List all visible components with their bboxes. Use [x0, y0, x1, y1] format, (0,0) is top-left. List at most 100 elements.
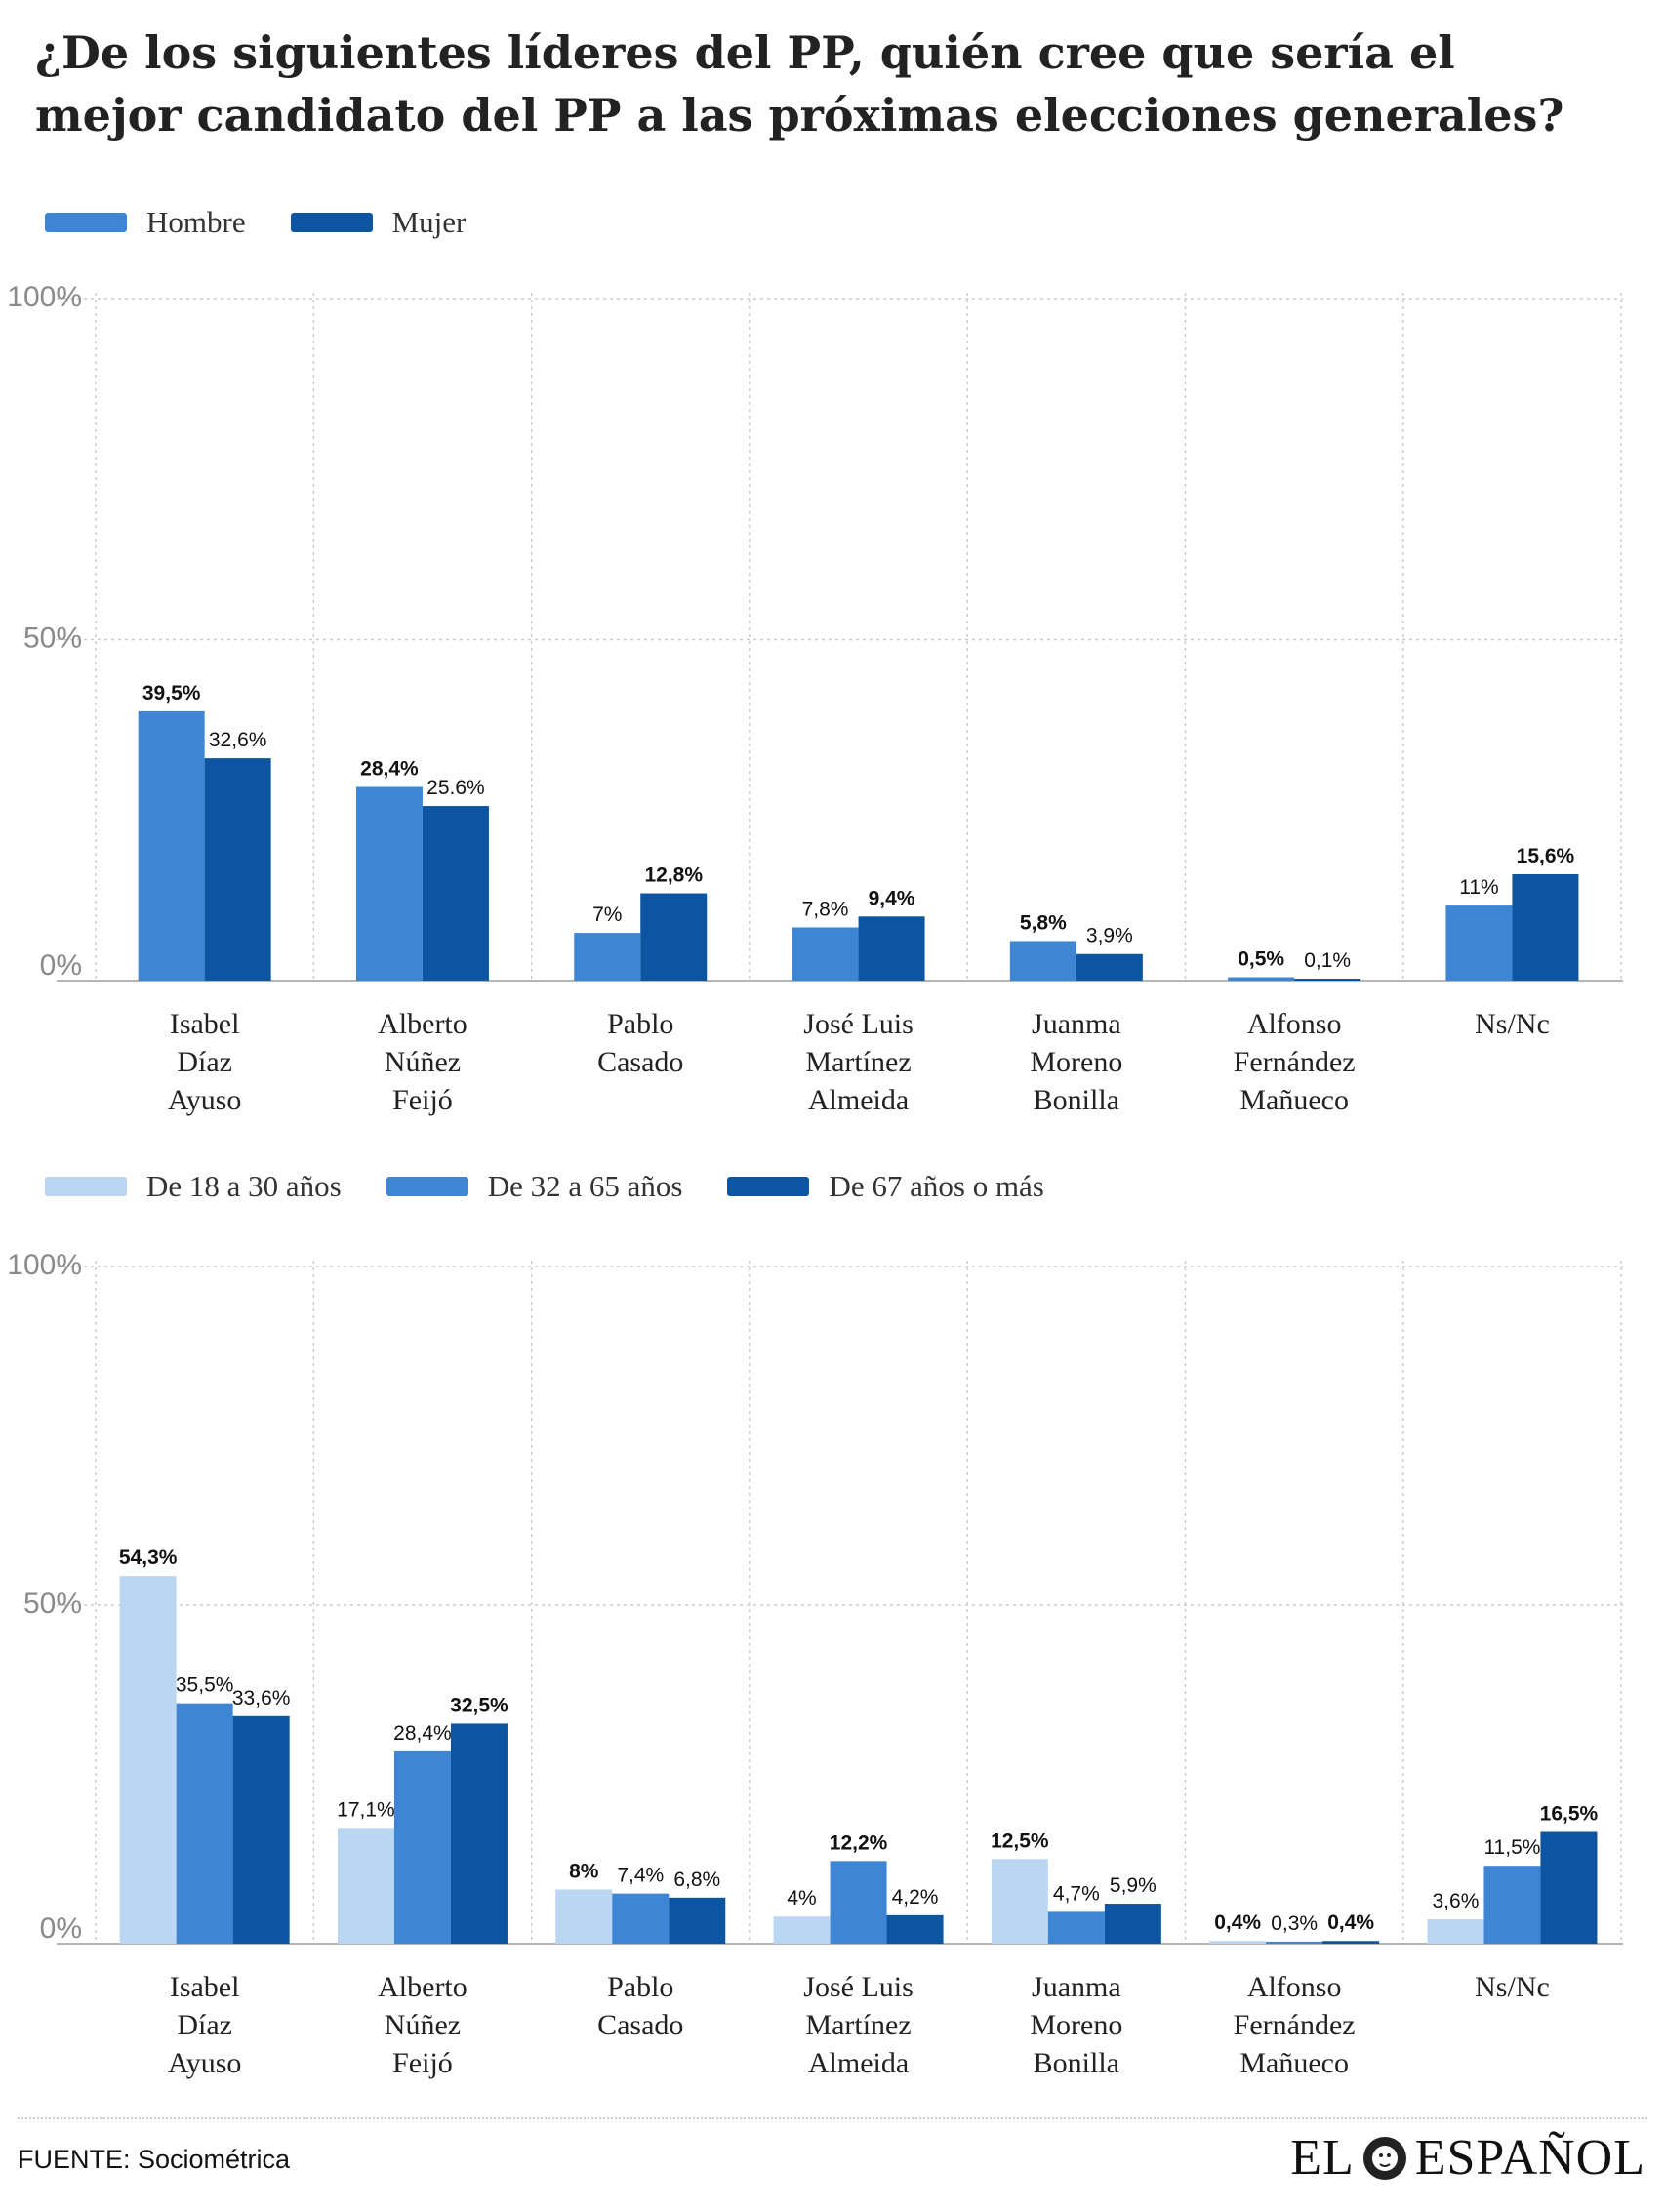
data-label: 11%: [1459, 876, 1498, 899]
data-label: 4,2%: [892, 1886, 939, 1909]
legend-label: Mujer: [391, 205, 467, 239]
chart-gender: 0% 50% 100% 39,5% 32,6% Isabel Díaz Ayuso 28,4% 2…: [7, 281, 1623, 1116]
bar: [1540, 1831, 1598, 1944]
x-tick-label: Fernández: [1234, 2009, 1356, 2041]
data-label: 0,5%: [1238, 948, 1284, 971]
bar: [1076, 953, 1143, 981]
bar: [1209, 1941, 1267, 1944]
x-tick-label: Ns/Nc: [1475, 1971, 1550, 2003]
y-tick-label: 50%: [23, 623, 82, 655]
data-label: 7,8%: [802, 898, 849, 920]
x-tick-label: Mañueco: [1239, 1084, 1349, 1116]
legend-label: De 18 a 30 años: [146, 1169, 342, 1203]
bar: [773, 1916, 831, 1944]
bar: [612, 1893, 670, 1944]
data-label: 5,9%: [1110, 1874, 1157, 1897]
x-tick-label: José Luis: [803, 1971, 914, 2003]
x-tick-label: Martínez: [805, 2009, 911, 2041]
x-tick-label: Isabel: [170, 1971, 240, 2003]
gender-legend-item: Hombre: [45, 205, 246, 240]
x-tick-label: Casado: [597, 1046, 683, 1078]
bar: [119, 1576, 177, 1944]
brand-logo[interactable]: EL ESPAÑOL: [1290, 2129, 1645, 2187]
x-tick-label: Alberto: [378, 1971, 467, 2003]
brand-right: ESPAÑOL: [1414, 2130, 1645, 2186]
data-label: 9,4%: [869, 887, 915, 909]
legend-gender: Hombre Mujer: [45, 203, 510, 242]
age-legend-item: De 18 a 30 años: [45, 1169, 342, 1204]
legend-age: De 18 a 30 años De 32 a 65 años De 67 años…: [45, 1167, 1089, 1206]
x-tick-label: Mañueco: [1239, 2047, 1349, 2079]
x-tick-label: Casado: [597, 2009, 683, 2041]
data-label: 6,8%: [673, 1869, 720, 1891]
data-label: 28,4%: [393, 1722, 452, 1745]
data-label: 3,6%: [1433, 1890, 1480, 1912]
data-label: 39,5%: [142, 682, 201, 704]
data-label: 35,5%: [176, 1674, 234, 1697]
bar: [337, 1828, 394, 1944]
y-tick-label: 100%: [7, 281, 82, 313]
bar: [1104, 1904, 1161, 1944]
chart-title: ¿De los siguientes líderes del PP, quién…: [35, 26, 1564, 141]
age-legend-item: De 32 a 65 años: [386, 1169, 683, 1204]
y-tick-label: 0%: [40, 949, 82, 982]
x-tick-label: Díaz: [177, 1046, 232, 1078]
data-label: 3,9%: [1086, 925, 1133, 947]
data-label: 4,7%: [1053, 1882, 1100, 1905]
bar: [393, 1750, 451, 1944]
data-label: 7,4%: [617, 1865, 664, 1887]
bar: [422, 806, 489, 981]
x-tick-label: Fernández: [1234, 1046, 1356, 1078]
bar: [355, 786, 423, 981]
data-label: 12,5%: [991, 1830, 1049, 1852]
lion-icon: [1362, 2136, 1406, 2180]
legend-swatch: [45, 1177, 127, 1196]
data-label: 28,4%: [360, 757, 419, 780]
x-tick-label: Feijó: [392, 2047, 453, 2079]
x-tick-label: Díaz: [177, 2009, 232, 2041]
brand-left: EL: [1290, 2130, 1355, 2186]
data-label: 12,2%: [830, 1831, 888, 1854]
x-tick-label: Bonilla: [1034, 2047, 1119, 2079]
y-tick-label: 100%: [7, 1249, 82, 1281]
bar: [1445, 905, 1513, 981]
x-tick-label: Juanma: [1032, 1971, 1121, 2003]
x-tick-label: Almeida: [808, 1084, 909, 1116]
x-tick-label: Pablo: [607, 1971, 673, 2003]
x-tick-label: Bonilla: [1034, 1084, 1119, 1116]
x-tick-label: Alfonso: [1247, 1008, 1342, 1040]
x-tick-label: Moreno: [1030, 1046, 1122, 1078]
data-label: 0,4%: [1214, 1911, 1261, 1934]
x-tick-label: Martínez: [805, 1046, 911, 1078]
legend-swatch: [45, 213, 127, 232]
x-tick-label: Alfonso: [1247, 1971, 1342, 2003]
bar: [669, 1897, 726, 1944]
data-label: 5,8%: [1020, 911, 1067, 934]
bar: [1322, 1941, 1380, 1944]
bar: [1266, 1941, 1323, 1944]
data-label: 0,3%: [1271, 1912, 1318, 1935]
legend-label: De 32 a 65 años: [487, 1169, 683, 1203]
data-label: 54,3%: [119, 1547, 178, 1569]
y-tick-label: 50%: [23, 1588, 82, 1620]
data-label: 32,5%: [450, 1694, 508, 1716]
data-label: 16,5%: [1540, 1802, 1599, 1825]
legend-swatch: [290, 213, 373, 232]
y-tick-label: 0%: [40, 1912, 82, 1945]
footer-divider: [18, 2117, 1647, 2119]
x-tick-label: Ns/Nc: [1475, 1008, 1550, 1040]
bar: [858, 916, 925, 981]
legend-swatch: [727, 1177, 810, 1196]
legend-swatch: [386, 1177, 468, 1196]
bar: [991, 1859, 1048, 1944]
x-tick-label: Moreno: [1030, 2009, 1122, 2041]
legend-label: De 67 años o más: [829, 1169, 1044, 1203]
data-label: 15,6%: [1517, 845, 1575, 867]
x-tick-label: Juanma: [1032, 1008, 1121, 1040]
data-label: 33,6%: [232, 1687, 291, 1709]
bar: [574, 933, 641, 981]
data-label: 32,6%: [209, 729, 267, 751]
bar: [640, 893, 708, 981]
x-tick-label: Núñez: [385, 1046, 461, 1078]
chart-age: 0% 50% 100% 54,3% 35,5%33,6% Isabel Díaz Ayuso 1…: [7, 1249, 1623, 2079]
